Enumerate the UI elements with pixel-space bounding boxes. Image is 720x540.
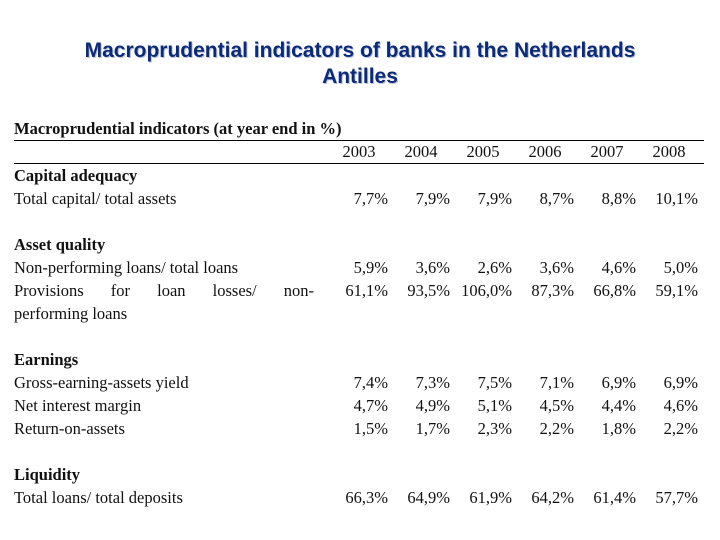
cell: 106,0% bbox=[461, 281, 512, 300]
cell: 4,5% bbox=[539, 396, 574, 415]
cell: 3,6% bbox=[539, 258, 574, 277]
table-row: Total capital/ total assets 7,7% 7,9% 7,… bbox=[14, 187, 704, 210]
table-row: Gross-earning-assets yield 7,4% 7,3% 7,5… bbox=[14, 371, 704, 394]
cell: 4,6% bbox=[601, 258, 636, 277]
row-label-continuation: performing loans bbox=[14, 304, 128, 323]
label-word: losses/ bbox=[212, 281, 257, 300]
cell: 61,1% bbox=[345, 281, 388, 300]
cell: 1,5% bbox=[353, 419, 388, 438]
cell: 2,2% bbox=[539, 419, 574, 438]
cell: 6,9% bbox=[663, 373, 698, 392]
cell: 6,9% bbox=[601, 373, 636, 392]
row-label: Total capital/ total assets bbox=[14, 189, 177, 208]
cell: 2,3% bbox=[477, 419, 512, 438]
label-word: loan bbox=[157, 281, 186, 300]
cell: 4,7% bbox=[353, 396, 388, 415]
section-asset-quality: Asset quality bbox=[14, 235, 106, 254]
cell: 7,1% bbox=[539, 373, 574, 392]
cell: 5,1% bbox=[477, 396, 512, 415]
cell: 2,2% bbox=[663, 419, 698, 438]
cell: 7,5% bbox=[477, 373, 512, 392]
cell: 8,7% bbox=[539, 189, 574, 208]
indicators-table: Macroprudential indicators (at year end … bbox=[14, 118, 704, 509]
year-2006: 2006 bbox=[528, 142, 562, 161]
cell: 66,8% bbox=[593, 281, 636, 300]
table-row: Total loans/ total deposits 66,3% 64,9% … bbox=[14, 486, 704, 509]
cell: 7,9% bbox=[415, 189, 450, 208]
cell: 7,9% bbox=[477, 189, 512, 208]
cell: 1,7% bbox=[415, 419, 450, 438]
section-earnings: Earnings bbox=[14, 350, 79, 369]
year-2007: 2007 bbox=[590, 142, 624, 161]
label-word: for bbox=[110, 281, 131, 300]
cell: 7,7% bbox=[353, 189, 388, 208]
cell: 5,9% bbox=[353, 258, 388, 277]
cell: 2,6% bbox=[477, 258, 512, 277]
cell: 4,4% bbox=[601, 396, 636, 415]
cell: 8,8% bbox=[601, 189, 636, 208]
cell: 61,4% bbox=[593, 488, 636, 507]
cell: 64,9% bbox=[407, 488, 450, 507]
cell: 5,0% bbox=[663, 258, 698, 277]
table-row: Net interest margin 4,7% 4,9% 5,1% 4,5% … bbox=[14, 394, 704, 417]
row-label: Provisions for loan losses/ non- bbox=[14, 279, 328, 302]
row-label: Gross-earning-assets yield bbox=[14, 373, 189, 392]
table-row: Provisions for loan losses/ non- 61,1% 9… bbox=[14, 279, 704, 302]
cell: 3,6% bbox=[415, 258, 450, 277]
cell: 93,5% bbox=[407, 281, 450, 300]
table-heading: Macroprudential indicators (at year end … bbox=[14, 118, 704, 141]
year-2004: 2004 bbox=[404, 142, 438, 161]
row-label: Non-performing loans/ total loans bbox=[14, 258, 239, 277]
row-label: Net interest margin bbox=[14, 396, 142, 415]
slide-title: Macroprudential indicators of banks in t… bbox=[0, 38, 720, 90]
table-row: Return-on-assets 1,5% 1,7% 2,3% 2,2% 1,8… bbox=[14, 417, 704, 440]
year-2008: 2008 bbox=[652, 142, 686, 161]
year-header-row: 2003 2004 2005 2006 2007 2008 bbox=[14, 141, 704, 164]
cell: 4,9% bbox=[415, 396, 450, 415]
year-2005: 2005 bbox=[466, 142, 500, 161]
cell: 4,6% bbox=[663, 396, 698, 415]
table-row: Non-performing loans/ total loans 5,9% 3… bbox=[14, 256, 704, 279]
cell: 7,4% bbox=[353, 373, 388, 392]
cell: 57,7% bbox=[655, 488, 698, 507]
row-label: Total loans/ total deposits bbox=[14, 488, 183, 507]
slide-title-line2: Antilles bbox=[322, 65, 398, 88]
row-label: Return-on-assets bbox=[14, 419, 125, 438]
cell: 64,2% bbox=[531, 488, 574, 507]
cell: 59,1% bbox=[655, 281, 698, 300]
year-header-spacer bbox=[14, 141, 328, 163]
section-capital-adequacy: Capital adequacy bbox=[14, 166, 138, 185]
cell: 61,9% bbox=[469, 488, 512, 507]
cell: 87,3% bbox=[531, 281, 574, 300]
label-word: non- bbox=[283, 281, 314, 300]
cell: 7,3% bbox=[415, 373, 450, 392]
label-word: Provisions bbox=[14, 281, 84, 300]
cell: 10,1% bbox=[655, 189, 698, 208]
year-2003: 2003 bbox=[342, 142, 376, 161]
cell: 1,8% bbox=[601, 419, 636, 438]
section-liquidity: Liquidity bbox=[14, 465, 81, 484]
slide-title-line1: Macroprudential indicators of banks in t… bbox=[84, 39, 636, 62]
cell: 66,3% bbox=[345, 488, 388, 507]
